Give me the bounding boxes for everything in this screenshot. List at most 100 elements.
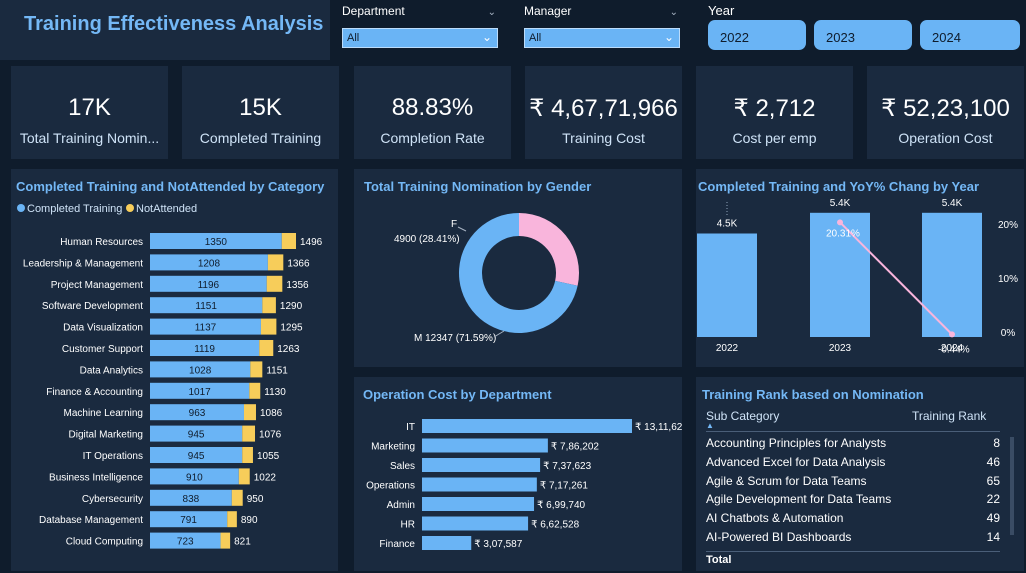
category-label: IT Operations [83,451,143,462]
sort-ascending-icon[interactable]: ▲ [706,421,714,430]
operation-cost-title: Operation Cost by Department [363,387,552,402]
bar-value-label: 791 [180,515,197,526]
kpi-label: Completed Training [199,130,322,146]
bar-completed [150,254,268,271]
bar-completed [150,404,244,421]
category-label: Cloud Computing [66,537,143,548]
manager-dropdown[interactable]: All ⌄ [524,28,680,48]
bar-completed [150,340,260,356]
chevron-down-icon[interactable]: ⌄ [669,7,678,18]
department-filter-label: Department [342,4,405,18]
column-header-training-rank[interactable]: Training Rank [912,409,987,423]
table-row[interactable]: Agile & Scrum for Data Teams 65 [706,472,1000,491]
kpi-label: Total Training Nomin... [19,130,160,146]
kpi-label: Training Cost [562,130,645,146]
department-label: Finance [379,539,415,550]
bar-value-label: 1196 [198,280,220,291]
row-sub-category: Agile Development for Data Teams [706,492,892,507]
row-sub-category: AI Chatbots & Automation [706,511,844,526]
kpi-card-operation-cost: ₹ 52,23,100 Operation Cost [867,66,1024,159]
year-chart-title: Completed Training and YoY% Chang by Yea… [698,179,980,194]
year-button-label: 2022 [720,30,749,45]
category-chart-panel: Completed Training and NotAttended by Ca… [11,169,338,571]
bar-total-label: 1130 [264,387,286,398]
yoy-label: 20.31% [826,228,860,239]
year-chart-panel: Completed Training and YoY% Chang by Yea… [696,169,1024,367]
header-panel: Training Effectiveness Analysis [0,0,330,60]
year-axis-label: 2023 [829,343,852,354]
year-button-2024[interactable]: 2024 [920,20,1020,50]
row-training-rank: 49 [986,511,1000,526]
gender-chart-title: Total Training Nomination by Gender [364,179,592,194]
operation-cost-bar [422,477,537,492]
table-scrollbar[interactable] [1010,437,1014,535]
year-button-2023[interactable]: 2023 [814,20,912,50]
table-row[interactable]: Accounting Principles for Analysts 8 [706,434,1000,453]
year-bar [922,212,982,337]
bar-completed [150,382,250,399]
department-dropdown[interactable]: All ⌄ [342,28,498,48]
year-bar [697,233,757,337]
operation-cost-value-label: ₹ 6,99,740 [537,500,586,511]
bar-total-label: 1151 [266,365,288,376]
bar-total-label: 1290 [280,301,303,312]
bar-notattended [243,404,256,421]
row-training-rank: 14 [986,530,1000,544]
bar-value-label: 1137 [195,323,217,334]
table-row[interactable]: AI-Powered BI Dashboards 14 [706,528,1000,547]
bar-total-label: 1356 [286,280,309,291]
table-row[interactable]: Advanced Excel for Data Analysis 46 [706,453,1000,472]
bar-notattended [260,318,277,335]
bar-completed [150,447,243,463]
y2-tick-label: 0% [1001,328,1016,339]
category-label: Cybersecurity [82,494,143,505]
bar-value-label: 1208 [198,258,221,269]
bar-total-label: 1366 [287,258,310,269]
operation-cost-bar [422,419,632,433]
donut-slice-m [459,213,578,333]
category-chart-legend: Completed Training NotAttended [17,203,197,215]
legend-swatch-notattended [126,204,134,212]
y2-tick-label: 20% [998,220,1018,231]
bar-value-label: 1151 [195,301,217,312]
bar-completed [150,532,221,549]
training-rank-panel: Training Rank based on Nomination Sub Ca… [696,377,1024,571]
operation-cost-bar [422,438,548,453]
bar-notattended [250,361,263,378]
bar-value-label: 945 [188,430,205,441]
column-header-sub-category[interactable]: Sub Category [706,409,780,423]
year-filter-label: Year [708,3,735,18]
bar-completed [150,468,239,485]
table-row[interactable]: Agile Development for Data Teams 22 [706,490,1000,509]
department-label: IT [406,422,415,433]
row-sub-category: Accounting Principles for Analysts [706,436,887,450]
bar-value-label: 963 [189,408,206,419]
chevron-down-icon[interactable]: ⌄ [487,7,496,18]
bar-completed [150,233,282,249]
bar-completed [150,297,263,314]
kpi-value: ₹ 2,712 [733,95,816,122]
manager-filter: Manager ⌄ All ⌄ [524,4,680,50]
manager-dropdown-value: All [529,32,542,44]
table-row[interactable]: AI Chatbots & Automation 49 [706,509,1000,528]
bar-completed [150,489,232,506]
operation-cost-chart: IT ₹ 13,11,625 Marketing ₹ 7,86,202 Sales ₹ 7… [366,419,682,550]
year-chart: 4.5K 2022 5.4K 2023 5.4K 2024 20.31% -0.44% 20% 1… [697,198,1018,355]
bar-notattended [242,425,256,442]
category-label: Machine Learning [64,408,144,419]
kpi-value: 88.83% [391,94,474,121]
category-label: Human Resources [60,237,143,248]
row-sub-category: Advanced Excel for Data Analysis [706,454,886,469]
department-label: Marketing [371,442,415,453]
bar-notattended [249,382,261,399]
bar-completed [150,318,261,335]
category-label: Project Management [51,280,143,291]
bar-total-label: 1295 [280,323,303,334]
bar-notattended [220,532,231,549]
kpi-card-training-cost: ₹ 4,67,71,966 Training Cost [525,66,682,159]
table-header-divider [706,431,1000,432]
bar-notattended [242,447,253,463]
y2-tick-label: 10% [998,274,1018,285]
year-button-2022[interactable]: 2022 [708,20,806,50]
department-label: Operations [366,481,415,492]
